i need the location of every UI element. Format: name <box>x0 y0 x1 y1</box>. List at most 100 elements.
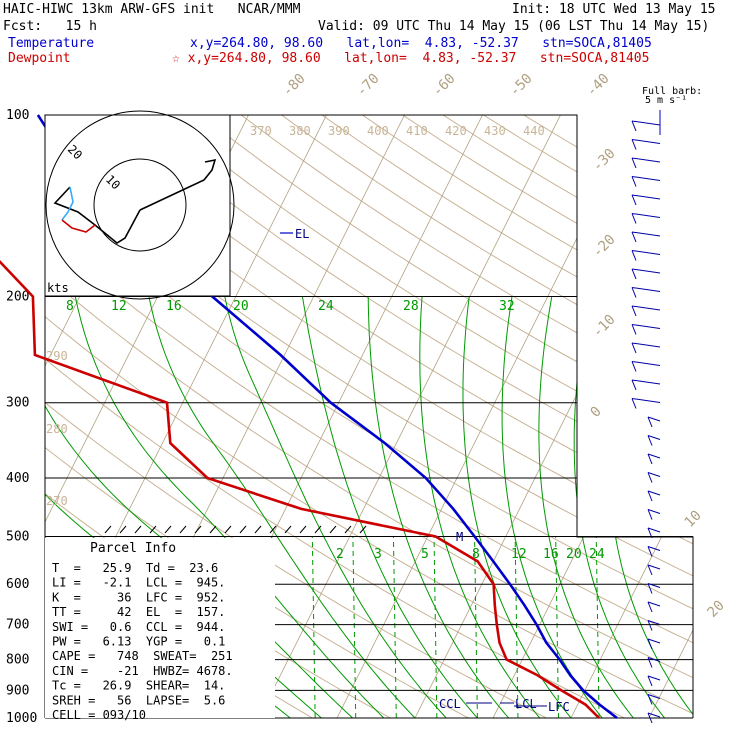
wind-barb <box>647 509 661 514</box>
hatch-mark <box>299 525 307 534</box>
wind-barb-flag <box>647 546 653 557</box>
wind-barb-flag <box>647 472 653 483</box>
theta-label-left: 280 <box>46 422 68 436</box>
wind-barb <box>631 324 661 329</box>
theta-label: 410 <box>406 124 428 138</box>
isotherm-label: -20 <box>590 232 619 261</box>
isotherm-label: -30 <box>590 146 619 175</box>
hatch-mark <box>104 525 112 534</box>
hodograph-trace-low <box>61 186 74 221</box>
isotherm <box>414 115 693 718</box>
moist-adiabat <box>538 296 634 718</box>
pressure-label-300: 300 <box>6 396 29 411</box>
dry-adiabat <box>79 115 693 718</box>
theta-label: 390 <box>328 124 350 138</box>
wind-barb-flag <box>647 601 653 613</box>
parcel-info-row: CAPE = 748 SWEAT= 251 <box>52 649 233 663</box>
dry-adiabat <box>483 115 693 718</box>
dry-adiabat <box>45 115 693 718</box>
parcel-info-row: CELL = 093/10 <box>52 708 146 722</box>
hodograph-ring-inner <box>93 158 187 252</box>
wind-barb <box>631 176 661 181</box>
wind-barb-flag <box>647 657 653 668</box>
hatch-mark <box>269 525 277 534</box>
isotherm-label: 0 <box>588 404 605 421</box>
dry-adiabat <box>321 115 693 718</box>
parcel-info-row: PW = 6.13 YGP = 0.1 <box>52 635 225 649</box>
wind-barb <box>647 712 661 718</box>
mixing-ratio-label-upper: 20 <box>233 299 249 314</box>
wind-barb-flag <box>647 694 653 705</box>
wind-barb <box>647 675 661 681</box>
wind-barb-flag <box>631 120 637 132</box>
wind-barb-flag <box>647 453 653 465</box>
wind-barb <box>631 398 661 403</box>
mixing-ratio-label-lower: 8 <box>472 547 480 562</box>
hatch-mark <box>134 525 142 534</box>
hatch-mark <box>284 525 292 534</box>
dry-adiabat <box>200 115 693 718</box>
lfc-marker: LFC <box>548 700 570 714</box>
parcel-info-row: K = 36 LFC = 952. <box>52 590 225 604</box>
wind-barb <box>647 435 661 440</box>
wind-barb <box>647 601 661 607</box>
parcel-info-row: SREH = 56 LAPSE= 5.6 <box>52 693 225 707</box>
dry-adiabat <box>362 115 693 718</box>
dewpoint-station-info: ☆ x,y=264.80, 98.60 lat,lon= 4.83, -52.3… <box>172 51 650 66</box>
wind-barb-flag <box>647 564 653 576</box>
parcel-info-bg <box>45 538 275 718</box>
pressure-label-800: 800 <box>6 653 29 668</box>
pressure-label-200: 200 <box>6 290 29 305</box>
wind-barb <box>647 472 661 477</box>
parcel-info-row: LI = -2.1 LCL = 945. <box>52 576 225 590</box>
theta-label: 370 <box>250 124 272 138</box>
wind-barb-flag <box>647 712 653 724</box>
hatch-mark <box>194 525 202 534</box>
isotherm <box>258 115 561 718</box>
wind-barb <box>631 361 661 366</box>
theta-label: 420 <box>445 124 467 138</box>
valid-time: Valid: 09 UTC Thu 14 May 15 (06 LST Thu … <box>318 19 710 34</box>
wind-barb <box>647 620 661 625</box>
wind-barb <box>631 379 661 385</box>
isotherm-label: -70 <box>354 71 383 100</box>
wind-barb-flag <box>647 527 653 539</box>
mixing-ratio-line <box>595 536 600 718</box>
dry-adiabat <box>45 115 693 718</box>
temperature-legend: Temperature <box>8 36 95 51</box>
parcel-info-row: T = 25.9 Td = 23.6 <box>52 561 218 575</box>
hatch-mark <box>209 525 217 534</box>
wind-barb <box>631 213 661 218</box>
wind-barb <box>631 305 661 311</box>
moist-adiabat <box>573 296 665 718</box>
el-marker: EL <box>295 227 309 241</box>
dry-adiabat <box>119 115 693 718</box>
mixing-ratio-label-lower: 16 <box>543 547 559 562</box>
isotherm-label: -50 <box>507 71 536 100</box>
wind-barb-flag <box>631 157 637 169</box>
wind-barb-flag <box>647 638 653 650</box>
hodograph-trace-surface <box>61 219 96 233</box>
isotherm-label: -60 <box>430 71 459 100</box>
mixing-ratio-label-upper: 8 <box>66 299 74 314</box>
theta-label-left: 290 <box>46 349 68 363</box>
mixing-ratio-label-lower: 24 <box>589 547 605 562</box>
wind-barb-flag <box>631 268 637 280</box>
wind-barb <box>647 638 661 644</box>
pressure-label-400: 400 <box>6 471 29 486</box>
hatch-mark <box>314 525 322 534</box>
hodograph-box <box>44 114 231 297</box>
mixing-ratio-line <box>433 536 438 718</box>
mixing-ratio-line <box>311 536 316 718</box>
hatch-mark <box>179 525 187 534</box>
wind-barb <box>631 157 661 163</box>
parcel-info-title: Parcel Info <box>90 541 176 556</box>
theta-label: 430 <box>484 124 506 138</box>
parcel-info-row: SWI = 0.6 CCL = 944. <box>52 620 225 634</box>
wind-barb <box>631 342 661 348</box>
wind-barb <box>631 139 661 144</box>
pressure-label-500: 500 <box>6 529 29 544</box>
hodograph-trace-upper <box>139 158 217 211</box>
